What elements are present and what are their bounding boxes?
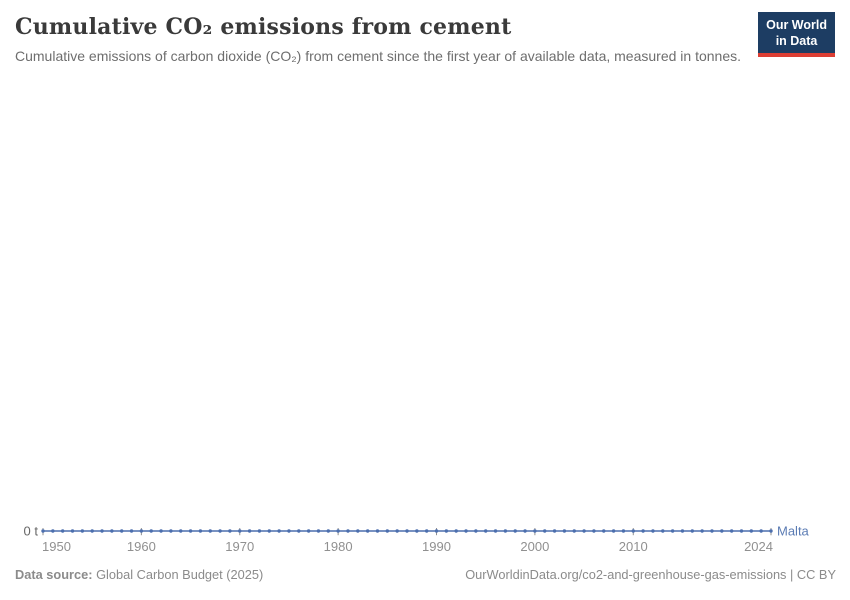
data-point — [769, 529, 773, 533]
data-point — [641, 529, 645, 533]
x-axis-label: 1970 — [225, 539, 254, 554]
chart-title: Cumulative CO₂ emissions from cement — [15, 14, 512, 40]
data-point — [759, 529, 763, 533]
data-point — [395, 529, 399, 533]
data-point — [228, 529, 232, 533]
data-point — [739, 529, 744, 533]
data-point — [592, 529, 596, 533]
data-point — [503, 529, 508, 533]
data-source-label: Data source: — [15, 567, 93, 582]
data-point — [70, 529, 75, 533]
data-point — [621, 529, 626, 533]
x-axis-label: 2010 — [619, 539, 648, 554]
data-point — [120, 529, 124, 533]
data-point — [513, 529, 517, 533]
data-point — [562, 529, 567, 533]
data-point — [51, 529, 55, 533]
data-point — [661, 529, 665, 533]
data-point — [90, 529, 94, 533]
data-point — [523, 529, 527, 533]
x-axis-label: 1990 — [422, 539, 451, 554]
data-point — [297, 529, 301, 533]
data-point — [159, 529, 163, 533]
data-point — [385, 529, 390, 533]
x-axis-label: 1950 — [42, 539, 71, 554]
data-point — [631, 529, 635, 533]
data-point — [454, 529, 458, 533]
owid-logo-line2: in Data — [775, 34, 818, 48]
data-point — [474, 529, 478, 533]
data-point — [257, 529, 262, 533]
data-point — [346, 529, 350, 533]
data-source-value: Global Carbon Budget (2025) — [96, 567, 264, 582]
data-point — [543, 529, 547, 533]
data-point — [464, 529, 468, 533]
data-point — [700, 529, 704, 533]
data-point — [139, 529, 144, 533]
data-point — [582, 529, 586, 533]
data-point — [651, 529, 655, 533]
data-point — [729, 529, 734, 533]
entity-label-malta: Malta — [777, 524, 810, 539]
data-point — [80, 529, 85, 533]
data-point — [572, 529, 576, 533]
data-point — [690, 529, 694, 533]
data-point — [602, 529, 606, 533]
owid-logo: Our World in Data — [758, 12, 835, 57]
x-axis-label: 1960 — [127, 539, 156, 554]
data-point — [749, 529, 754, 533]
data-source: Data source: Global Carbon Budget (2025) — [15, 567, 263, 582]
data-point — [60, 529, 65, 533]
data-point — [326, 529, 330, 533]
data-point — [277, 529, 281, 533]
data-point — [336, 529, 340, 533]
data-point — [533, 529, 537, 533]
data-point — [405, 529, 409, 533]
footer-credit: OurWorldinData.org/co2-and-greenhouse-ga… — [465, 567, 836, 582]
data-point — [493, 529, 498, 533]
data-point — [424, 529, 429, 533]
data-point — [375, 529, 380, 533]
chart-header: Cumulative CO₂ emissions from cement Cum… — [15, 12, 835, 66]
data-point — [188, 529, 193, 533]
data-point — [41, 529, 45, 533]
data-point — [316, 529, 321, 533]
data-point — [169, 529, 173, 533]
x-axis-label: 2000 — [520, 539, 549, 554]
data-point — [149, 529, 153, 533]
data-point — [552, 529, 557, 533]
data-point — [267, 529, 271, 533]
data-point — [179, 529, 183, 533]
chart-footer: Data source: Global Carbon Budget (2025)… — [15, 567, 836, 582]
owid-logo-line1: Our World — [766, 18, 827, 32]
data-point — [110, 529, 114, 533]
data-point — [710, 529, 714, 533]
data-point — [208, 529, 212, 533]
chart-subtitle: Cumulative emissions of carbon dioxide (… — [15, 48, 741, 65]
data-point — [247, 529, 252, 533]
data-point — [198, 529, 203, 533]
data-point — [444, 529, 449, 533]
data-point — [434, 529, 439, 533]
data-point — [287, 529, 291, 533]
data-point — [415, 529, 419, 533]
data-point — [670, 529, 675, 533]
data-point — [238, 529, 242, 533]
data-point — [306, 529, 311, 533]
y-axis-zero-label: 0 t — [24, 524, 39, 539]
data-point — [365, 529, 370, 533]
data-point — [611, 529, 616, 533]
data-point — [218, 529, 222, 533]
data-point — [129, 529, 134, 533]
x-axis-label: 1980 — [324, 539, 353, 554]
x-axis-label: 2024 — [744, 539, 773, 554]
data-point — [484, 529, 488, 533]
data-point — [680, 529, 685, 533]
data-point — [100, 529, 104, 533]
data-point — [720, 529, 724, 533]
data-point — [356, 529, 360, 533]
